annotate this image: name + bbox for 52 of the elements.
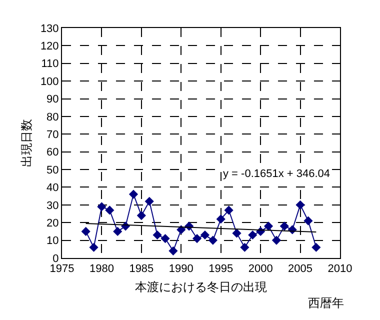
point: [152, 230, 162, 240]
x-tick-label: 1975: [50, 263, 74, 276]
y-tick-label: 90: [46, 94, 59, 106]
point: [144, 196, 154, 206]
x-tick-label: 2010: [328, 263, 352, 276]
point: [176, 225, 186, 234]
y-tick-label: 130: [40, 22, 59, 35]
annotation: y = -0.1651x + 346.04: [223, 168, 330, 180]
point: [192, 234, 202, 244]
y-tick-label: 50: [46, 164, 59, 176]
y-tick-label: 100: [40, 76, 59, 88]
y-tick-label: 80: [46, 111, 59, 124]
point: [168, 246, 178, 256]
point: [128, 190, 138, 199]
point: [81, 226, 90, 236]
x-tick-label: 2000: [248, 263, 273, 276]
point: [280, 222, 289, 231]
x-tick-label: 1985: [129, 263, 154, 276]
x-axis-title: 本渡における冬日の出現: [135, 280, 267, 294]
point: [272, 236, 282, 245]
point: [304, 216, 313, 226]
y-tick-label: 30: [46, 200, 59, 212]
y-tick-label: 20: [46, 217, 59, 230]
y-tick-label: 120: [40, 40, 59, 53]
point: [200, 230, 210, 240]
y-tick-label: 60: [46, 146, 59, 159]
point: [97, 202, 106, 212]
point: [208, 236, 218, 245]
point: [216, 214, 226, 224]
point: [113, 226, 122, 236]
point: [248, 230, 258, 240]
y-tick-label: 0: [52, 252, 59, 265]
point: [232, 228, 242, 238]
point: [224, 206, 234, 215]
x-tick-label: 1980: [89, 263, 114, 276]
text: 西暦年: [308, 296, 344, 310]
point: [312, 242, 321, 252]
y-tick-label: 10: [46, 235, 59, 248]
x-tick-label: 1990: [168, 263, 194, 276]
x-tick-label: 1995: [208, 263, 234, 276]
y-tick-label: 70: [46, 129, 59, 141]
point: [160, 234, 170, 244]
y-axis-title: 出現日数: [20, 119, 34, 167]
point: [136, 210, 146, 220]
point: [240, 242, 250, 252]
x-tick-label: 2005: [288, 263, 313, 276]
point: [105, 206, 114, 215]
point: [89, 242, 98, 252]
y-tick-label: 40: [46, 182, 59, 194]
point: [264, 222, 274, 231]
y-tick-label: 110: [41, 58, 59, 70]
point: [296, 200, 305, 210]
